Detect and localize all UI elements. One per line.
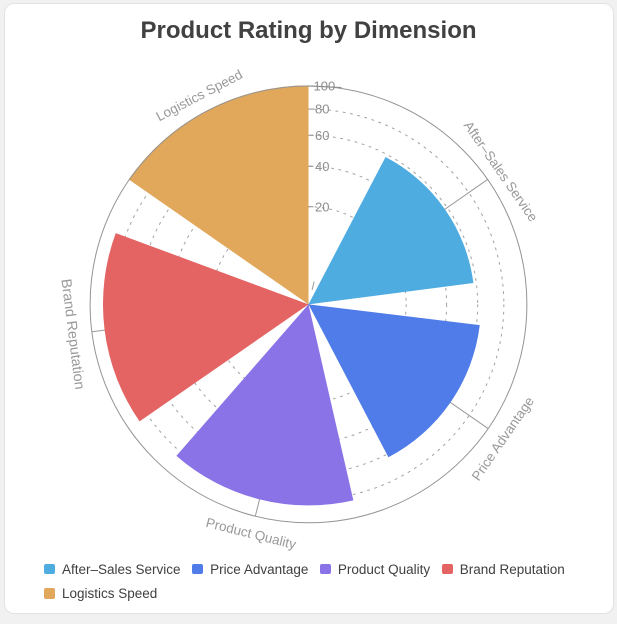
svg-text:Brand Reputation: Brand Reputation [57, 278, 87, 390]
svg-text:80: 80 [315, 102, 329, 117]
svg-text:Price Advantage: Price Advantage [469, 394, 537, 483]
svg-text:40: 40 [315, 159, 329, 174]
svg-text:Product Quality: Product Quality [204, 515, 297, 552]
svg-text:100: 100 [314, 79, 336, 94]
svg-text:20: 20 [315, 199, 329, 214]
svg-text:60: 60 [315, 128, 329, 143]
svg-text:After–Sales Service: After–Sales Service [461, 118, 541, 224]
